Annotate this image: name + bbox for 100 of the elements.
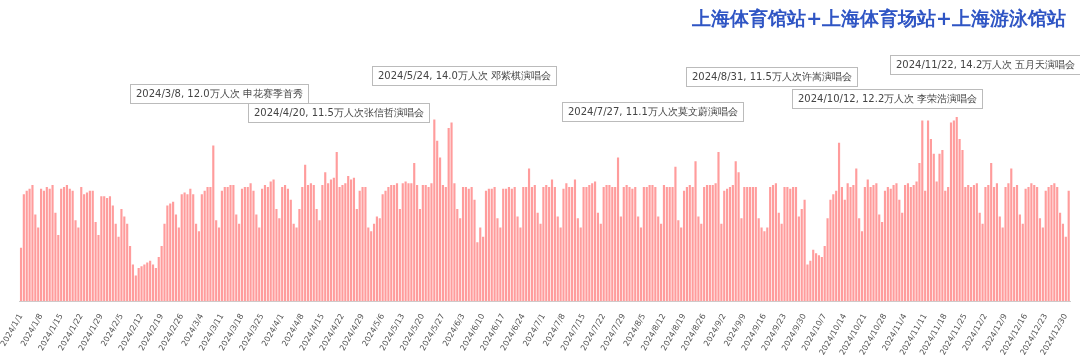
- bar: [886, 186, 889, 302]
- bar: [803, 199, 806, 302]
- bar: [151, 264, 155, 302]
- bar: [246, 186, 249, 302]
- bar: [347, 175, 350, 302]
- bar: [662, 185, 666, 302]
- bar: [335, 151, 338, 302]
- annotation: 2024/7/27, 11.1万人次莫文蔚演唱会: [562, 102, 744, 122]
- bar: [350, 179, 353, 302]
- bar: [527, 168, 531, 302]
- bar: [1056, 186, 1059, 302]
- bar: [212, 145, 215, 302]
- bar: [461, 186, 465, 302]
- text: 2024/3/8, 12.0万人次 申花赛季首秀: [130, 84, 309, 104]
- bar: [685, 186, 688, 302]
- bar: [240, 188, 244, 302]
- bar: [625, 185, 628, 302]
- bar: [568, 186, 571, 302]
- bar: [487, 188, 490, 302]
- bar: [493, 186, 496, 302]
- bar: [705, 185, 709, 302]
- bar: [143, 264, 146, 302]
- bar: [786, 186, 789, 302]
- bar: [62, 186, 66, 302]
- bar: [634, 186, 637, 302]
- bar: [249, 183, 252, 302]
- bar: [283, 185, 287, 302]
- bar: [352, 177, 356, 302]
- bar: [243, 186, 246, 302]
- bar: [286, 188, 290, 302]
- bar: [711, 185, 714, 302]
- bar: [895, 183, 898, 302]
- bar: [263, 185, 267, 302]
- bar: [404, 181, 407, 302]
- bar: [565, 183, 568, 302]
- bar: [467, 188, 470, 302]
- bar: [421, 185, 424, 302]
- bar: [726, 188, 729, 302]
- bar: [484, 190, 488, 302]
- bar: [846, 183, 849, 302]
- bar: [502, 188, 505, 302]
- bar: [1050, 185, 1053, 302]
- bar: [384, 190, 387, 302]
- bar: [169, 203, 172, 302]
- bar: [789, 188, 792, 302]
- bar: [203, 190, 206, 302]
- bar: [393, 185, 396, 302]
- bar: [341, 185, 344, 302]
- bar: [984, 186, 987, 302]
- bar: [728, 186, 732, 302]
- bar: [1024, 188, 1027, 302]
- bar: [232, 185, 235, 302]
- bar: [648, 185, 651, 302]
- bar: [60, 188, 63, 302]
- bar: [1036, 186, 1039, 302]
- bar: [654, 186, 657, 302]
- bar: [815, 253, 818, 302]
- bar: [746, 186, 749, 302]
- bar: [120, 209, 123, 302]
- bar: [361, 186, 364, 302]
- bar: [769, 186, 772, 302]
- bar: [31, 185, 34, 302]
- bar: [909, 186, 912, 302]
- bar: [754, 186, 757, 302]
- chart-title: 上海体育馆站+上海体育场站+上海游泳馆站: [692, 6, 1066, 31]
- bar: [140, 266, 143, 302]
- bar: [1047, 186, 1050, 302]
- bar: [688, 185, 691, 302]
- bar: [585, 186, 588, 302]
- bar: [470, 186, 473, 302]
- bar: [906, 183, 910, 302]
- bar: [490, 188, 493, 302]
- bar: [42, 190, 46, 302]
- bar: [872, 185, 875, 302]
- bar: [892, 185, 895, 302]
- bar: [229, 185, 232, 302]
- bar: [545, 185, 548, 302]
- bar: [967, 185, 970, 302]
- bar: [748, 186, 752, 302]
- bar: [513, 186, 516, 302]
- bar: [665, 186, 668, 302]
- bar: [272, 179, 275, 302]
- bar: [85, 192, 89, 302]
- bar: [955, 116, 958, 302]
- bar: [407, 183, 410, 302]
- bar: [183, 192, 186, 302]
- bar: [573, 179, 577, 302]
- bar: [51, 185, 54, 302]
- bar: [645, 186, 648, 302]
- bar: [413, 162, 416, 302]
- bar: [424, 185, 427, 302]
- bar: [703, 186, 706, 302]
- bar: [949, 122, 953, 302]
- bar: [972, 185, 976, 302]
- bar: [1004, 186, 1007, 302]
- bar: [608, 185, 611, 302]
- bar: [329, 179, 333, 302]
- bar: [200, 194, 203, 302]
- bar: [206, 186, 209, 302]
- bar: [682, 190, 686, 302]
